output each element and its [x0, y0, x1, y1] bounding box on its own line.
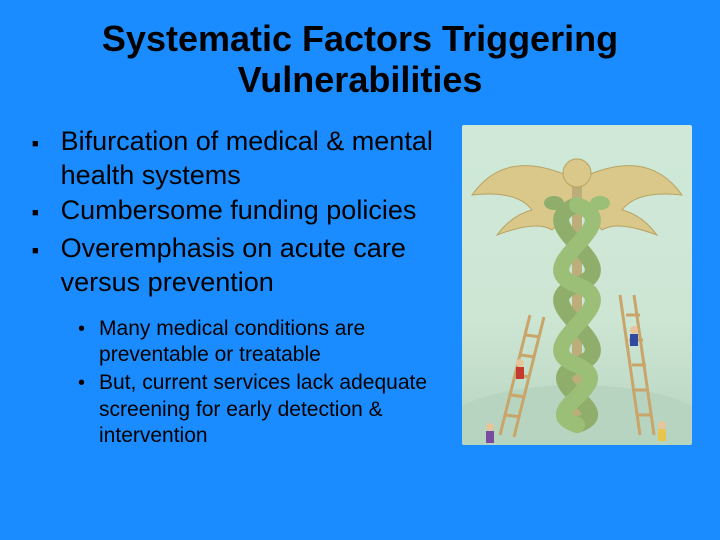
list-item: ■ Bifurcation of medical & mental health…: [32, 125, 444, 193]
main-bullet-list: ■ Bifurcation of medical & mental health…: [32, 125, 444, 300]
list-item: ■ Overemphasis on acute care versus prev…: [32, 232, 444, 300]
sub-bullet-text: Many medical conditions are preventable …: [99, 316, 444, 369]
text-column: ■ Bifurcation of medical & mental health…: [28, 125, 444, 451]
image-column: [462, 125, 692, 445]
list-item: • But, current services lack adequate sc…: [78, 370, 444, 449]
square-bullet-icon: ■: [32, 196, 39, 230]
slide-content: ■ Bifurcation of medical & mental health…: [28, 125, 692, 451]
square-bullet-icon: ■: [32, 127, 39, 161]
bullet-text: Bifurcation of medical & mental health s…: [61, 125, 444, 193]
bullet-text: Cumbersome funding policies: [61, 194, 417, 228]
dot-bullet-icon: •: [78, 316, 85, 342]
bullet-text: Overemphasis on acute care versus preven…: [61, 232, 444, 300]
square-bullet-icon: ■: [32, 234, 39, 268]
slide-title: Systematic Factors Triggering Vulnerabil…: [28, 18, 692, 101]
sub-bullet-text: But, current services lack adequate scre…: [99, 370, 444, 449]
dot-bullet-icon: •: [78, 370, 85, 396]
list-item: • Many medical conditions are preventabl…: [78, 316, 444, 369]
list-item: ■ Cumbersome funding policies: [32, 194, 444, 230]
sub-bullet-list: • Many medical conditions are preventabl…: [78, 316, 444, 449]
caduceus-icon: [462, 125, 692, 445]
caduceus-illustration: [462, 125, 692, 445]
